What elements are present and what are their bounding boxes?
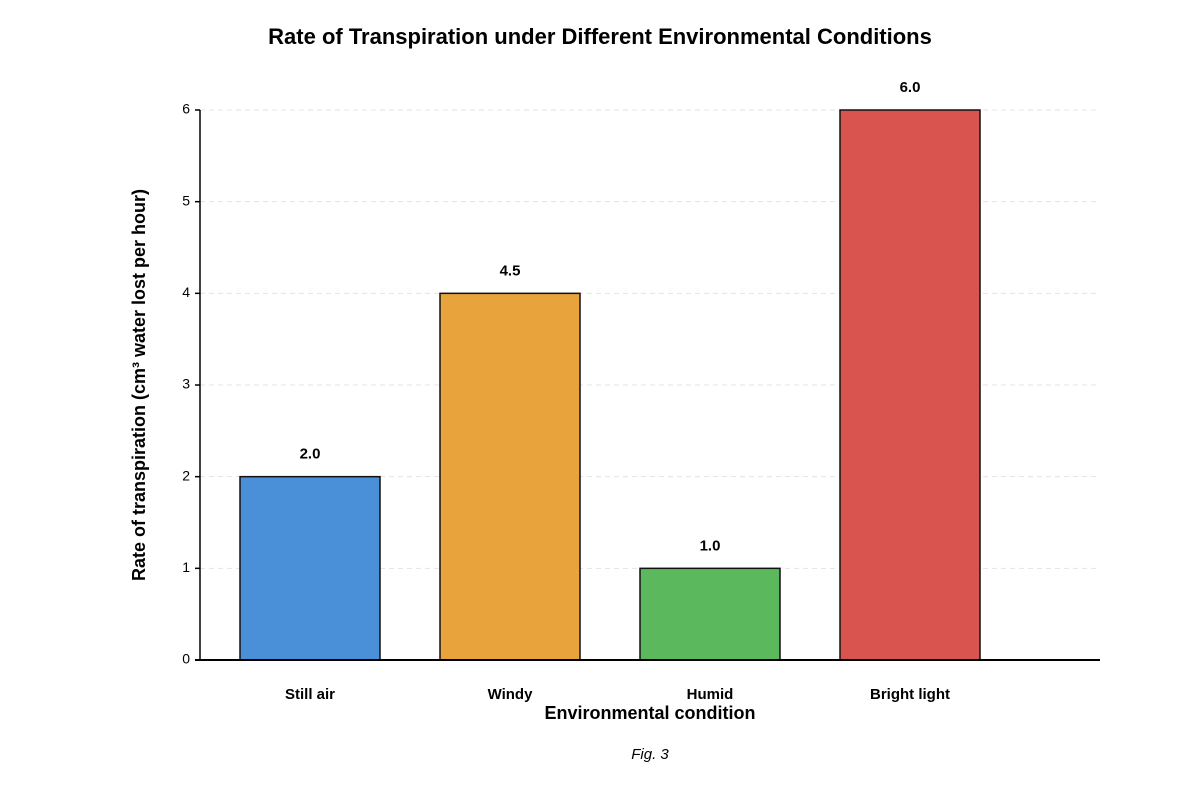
bar [239, 475, 381, 661]
y-tick-label: 6 [182, 101, 190, 117]
bar [639, 567, 781, 661]
data-label: 2.0 [300, 446, 321, 463]
y-tick-label: 0 [182, 651, 190, 667]
x-axis-label: Environmental condition [544, 703, 755, 723]
y-tick-label: 5 [182, 192, 190, 208]
data-label: 1.0 [700, 537, 721, 554]
bar [839, 109, 981, 661]
chart-title: Rate of Transpiration under Different En… [268, 24, 932, 49]
y-tick-label: 4 [182, 284, 190, 300]
y-axis-label: Rate of transpiration (cm³ water lost pe… [129, 189, 149, 581]
x-tick-label: Humid [687, 686, 734, 703]
data-label: 6.0 [900, 79, 921, 96]
x-tick-label: Still air [285, 686, 335, 703]
caption: Fig. 3 [631, 746, 669, 763]
y-tick-label: 1 [182, 559, 190, 575]
bar [439, 292, 581, 661]
data-label: 4.5 [500, 262, 521, 279]
y-tick-label: 2 [182, 467, 190, 483]
x-tick-label: Windy [488, 686, 534, 703]
x-tick-label: Bright light [870, 686, 950, 703]
y-tick-label: 3 [182, 376, 190, 392]
